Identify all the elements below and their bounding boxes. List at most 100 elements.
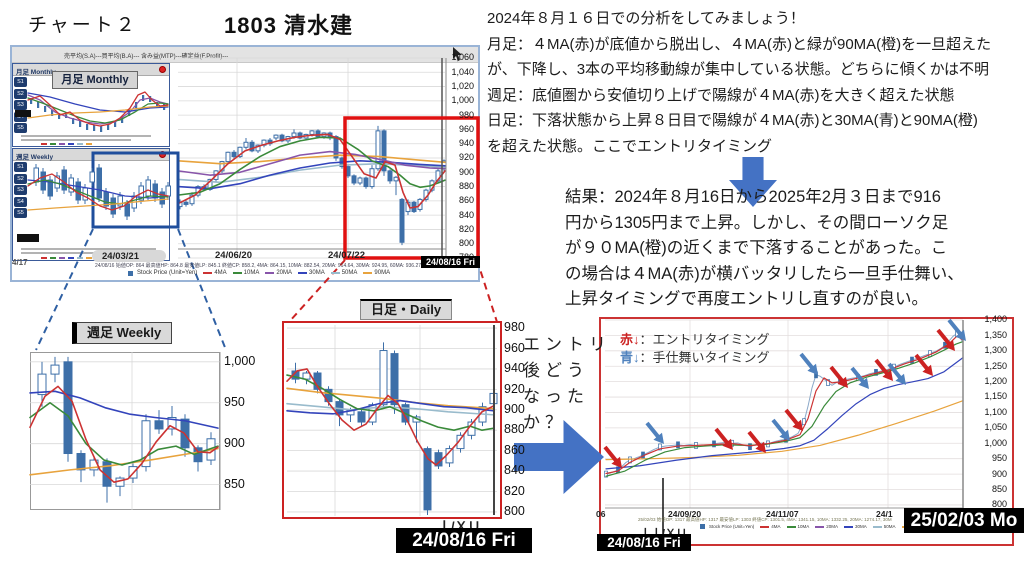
y-tick-label: 820	[458, 223, 474, 234]
y-tick-label: 1,000	[984, 437, 1007, 448]
legend-item: 90MA	[363, 270, 390, 276]
y-tick-label: 850	[991, 483, 1007, 494]
weekly-zoom-title: 週足 Weekly	[72, 322, 173, 344]
mini-legend	[41, 143, 92, 145]
ma-legend-row: Stock Price (Unit=Yen) 4MA 10MA 20MA 30MA 50M…	[700, 524, 924, 529]
y-tick-label: 980	[504, 320, 525, 335]
y-tick-label: 1,400	[984, 314, 1007, 325]
ohlc-stats-line: 24/08/16 始値OP: 864 最高値HP: 864.8 最安値LP: 8…	[95, 263, 422, 269]
y-tick-label: 1,020	[451, 80, 474, 91]
y-tick-label: 950	[224, 395, 245, 409]
y-tick-label: 960	[458, 123, 474, 134]
chart-window-titlebar[interactable]	[12, 47, 478, 63]
y-tick-label: 950	[991, 453, 1007, 464]
close-icon[interactable]	[159, 66, 166, 73]
legend-item: 4MA	[760, 524, 781, 529]
daily-zoom-title: 日足・Daily	[360, 299, 453, 320]
result-text: 結果：2024年８月16日から2025年2月３日まで916 円から1305円まで…	[565, 188, 964, 308]
y-tick-label: 1,000	[451, 95, 474, 106]
y-tick-label: 1,350	[984, 329, 1007, 340]
y-tick-label: 880	[458, 180, 474, 191]
monthly-overlay-label: 月足 Monthly	[52, 71, 138, 89]
y-tick-label: 960	[504, 340, 525, 355]
y-tick-label: 940	[458, 138, 474, 149]
x-tick-label: 24/09/20	[668, 509, 702, 519]
legend-item: 10MA	[232, 270, 259, 276]
legend-item: 30MA	[844, 524, 867, 529]
y-tick-label: 880	[504, 422, 525, 437]
entry-legend: 赤↓：エントリタイミング	[620, 332, 770, 347]
y-tick-label: 940	[504, 361, 525, 376]
legend-item: 30MA	[298, 270, 325, 276]
date-pill	[92, 250, 166, 262]
s2-button[interactable]: S2	[14, 173, 27, 184]
analysis-text: 2024年８月１６日での分析をしてみましょう！ 月足：４MA(赤)が底値から脱出…	[487, 10, 992, 155]
y-tick-label: 800	[504, 504, 525, 519]
x-tick-label: 24/06/20	[215, 250, 252, 261]
y-tick-label: 920	[458, 152, 474, 163]
y-tick-label: 900	[458, 166, 474, 177]
y-tick-label: 840	[504, 463, 525, 478]
y-tick-label: 800	[991, 499, 1007, 510]
y-tick-label: 820	[504, 483, 525, 498]
y-tick-label: 1,000	[224, 354, 256, 369]
price-tag	[15, 110, 31, 117]
micro-stats-bar	[21, 248, 156, 250]
s2-button[interactable]: S2	[14, 88, 27, 99]
y-tick-label: 900	[504, 402, 525, 417]
y-tick-label: 1,200	[984, 376, 1007, 387]
s1-button[interactable]: S1	[14, 77, 27, 87]
y-tick-label: 1,250	[984, 360, 1007, 371]
end-date-badge: 25/02/03 Mo	[904, 508, 1024, 533]
y-tick-label: 1,060	[451, 52, 474, 63]
legend-item: 4MA	[203, 270, 227, 276]
question-text: エントリ 後どう なった か？	[523, 335, 611, 432]
page-title: チャート２	[28, 15, 138, 36]
stock-title: 1803 清水建	[224, 13, 354, 38]
s4-button[interactable]: S4	[14, 196, 27, 207]
legend-item: 20MA	[815, 524, 838, 529]
legend-item: 20MA	[265, 270, 292, 276]
weekly-inset-window: 週足 Weekly S1 S2 S3 S4 S5	[12, 148, 170, 261]
x-tick-label: 06	[596, 509, 606, 519]
y-tick-label: 900	[224, 435, 245, 450]
y-tick-label: 850	[224, 476, 245, 491]
ohlc-stats-line: 25/02/03 始値OP: 1317 最高値HP: 1317 最安値LP: 1…	[638, 517, 892, 522]
monthly-inset-title: 月足 Monthly	[16, 69, 56, 76]
s3-button[interactable]: S3	[14, 100, 27, 110]
x-tick-label: 24/1	[876, 509, 893, 519]
x-tick-label: 24/03/21	[102, 251, 139, 262]
y-tick-label: 1,050	[984, 422, 1007, 433]
micro-stats-bar	[21, 139, 131, 141]
y-tick-label: 1,150	[984, 391, 1007, 402]
y-tick-label: 920	[504, 381, 525, 396]
weekly-inset-title: 週足 Weekly	[16, 154, 54, 161]
price-tag	[17, 234, 39, 242]
s1-button[interactable]: S1	[14, 162, 27, 172]
s3-button[interactable]: S3	[14, 185, 27, 195]
left-date-fragment: 4/17	[12, 258, 28, 267]
y-tick-label: 860	[504, 442, 525, 457]
exit-legend: 青↓：手仕舞いタイミング	[620, 350, 770, 365]
x-tick-label: 24/11/07	[766, 509, 799, 519]
y-tick-label: 1,100	[984, 406, 1007, 417]
x-tick-label: 24/07/22	[328, 250, 365, 261]
micro-stats-bar	[21, 135, 151, 137]
daily-zoom-date-badge: 24/08/16 Fri	[396, 528, 532, 553]
mini-legend	[41, 257, 92, 259]
weekly-s-buttons: S1 S2 S3 S4 S5	[14, 162, 28, 220]
y-tick-label: 860	[458, 195, 474, 206]
y-tick-label: 900	[991, 468, 1007, 479]
y-tick-label: 1,300	[984, 345, 1007, 356]
legend-item: 10MA	[786, 524, 809, 529]
current-date-badge: 24/08/16 Fri	[421, 256, 480, 268]
s5-button[interactable]: S5	[14, 123, 27, 133]
y-tick-label: 840	[458, 209, 474, 220]
entry-date-badge: 24/08/16 Fri	[597, 534, 691, 551]
micro-stats-bar	[21, 252, 133, 254]
legend-item: 50MA	[872, 524, 896, 529]
y-tick-label: 980	[458, 109, 474, 120]
s5-button[interactable]: S5	[14, 208, 27, 218]
